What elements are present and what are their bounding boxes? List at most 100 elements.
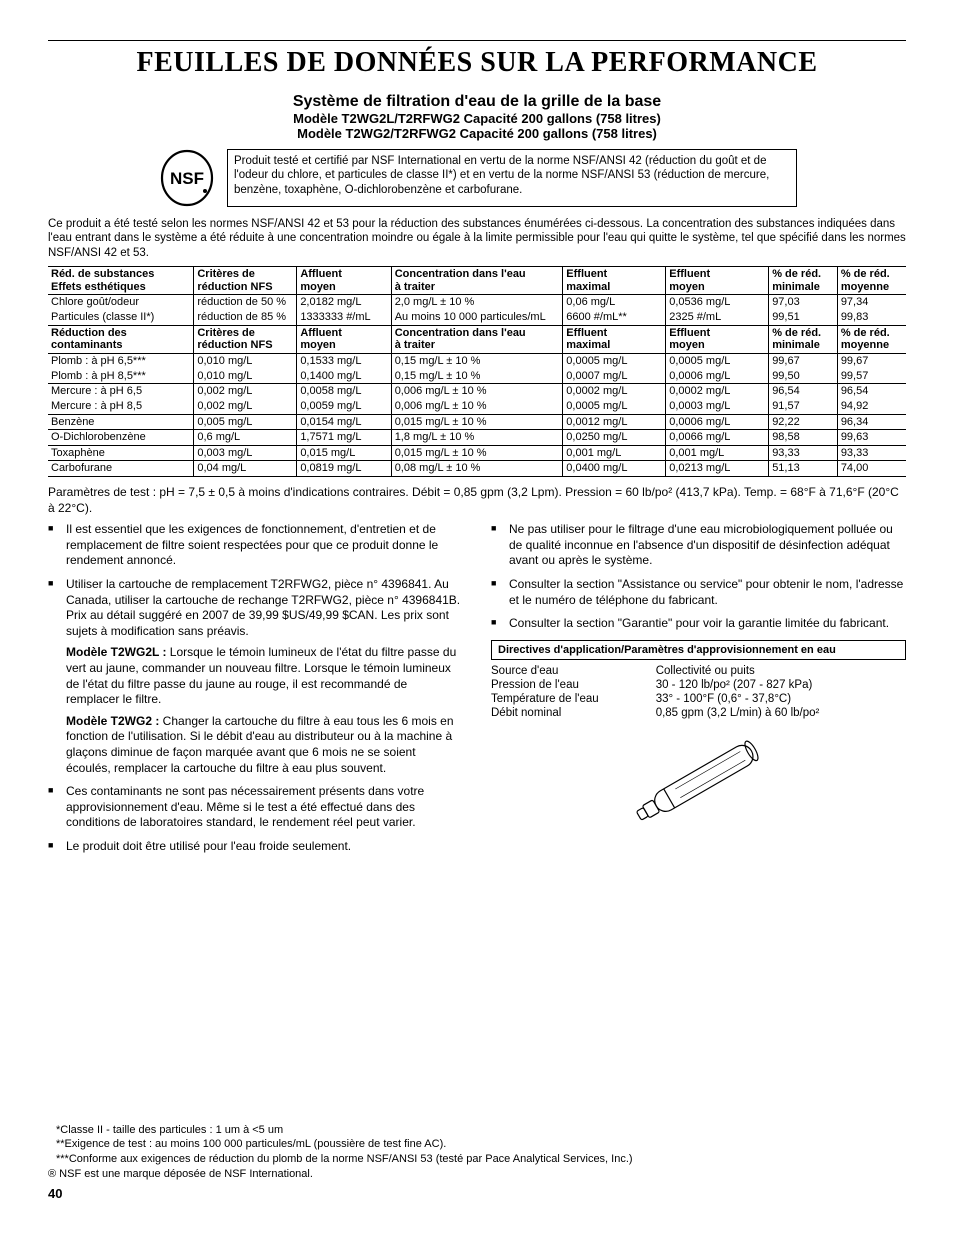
table-cell: 91,57 — [769, 399, 838, 414]
table-cell: 0,010 mg/L — [194, 369, 297, 384]
table-cell: 0,002 mg/L — [194, 399, 297, 414]
table-cell: 0,001 mg/L — [563, 445, 666, 461]
table-cell: 0,0066 mg/L — [666, 430, 769, 446]
table-cell: 99,67 — [769, 353, 838, 368]
subtitle-line2: Modèle T2WG2/T2RFWG2 Capacité 200 gallon… — [48, 126, 906, 141]
table-cell: O-Dichlorobenzène — [48, 430, 194, 446]
table-cell: 0,06 mg/L — [563, 295, 666, 310]
table-cell: 98,58 — [769, 430, 838, 446]
table-cell: 96,54 — [769, 384, 838, 399]
table-cell: 0,08 mg/L ± 10 % — [391, 461, 563, 477]
table-cell: 96,34 — [837, 414, 906, 430]
table-cell: Benzène — [48, 414, 194, 430]
table-cell: 2,0182 mg/L — [297, 295, 391, 310]
table-cell: 0,0213 mg/L — [666, 461, 769, 477]
table-cell: 0,0536 mg/L — [666, 295, 769, 310]
guidelines-title: Directives d'application/Paramètres d'ap… — [491, 640, 906, 660]
table-cell: Carbofurane — [48, 461, 194, 477]
left-column: Il est essentiel que les exigences de fo… — [48, 522, 463, 862]
table-cell: 0,0006 mg/L — [666, 414, 769, 430]
table-cell: réduction de 50 % — [194, 295, 297, 310]
table-cell: 0,015 mg/L ± 10 % — [391, 414, 563, 430]
table-cell: 0,0006 mg/L — [666, 369, 769, 384]
note-warranty: Consulter la section "Garantie" pour voi… — [491, 616, 906, 632]
table-header-cell: Concentration dans l'eauà traiter — [391, 325, 563, 353]
table-cell: 0,0002 mg/L — [666, 384, 769, 399]
table-cell: 97,03 — [769, 295, 838, 310]
supply-source-label: Source d'eau — [491, 664, 656, 678]
table-header-cell: Effluentmoyen — [666, 267, 769, 295]
table-cell: 2325 #/mL — [666, 310, 769, 325]
table-header-cell: % de réd.minimale — [769, 325, 838, 353]
table-cell: 0,0250 mg/L — [563, 430, 666, 446]
right-column: Ne pas utiliser pour le filtrage d'une e… — [491, 522, 906, 862]
performance-table: Réd. de substancesEffets esthétiquesCrit… — [48, 266, 906, 477]
supply-table: Source d'eauCollectivité ou puits Pressi… — [491, 664, 906, 720]
table-header-cell: Critères deréduction NFS — [194, 325, 297, 353]
note-operation: Il est essentiel que les exigences de fo… — [48, 522, 463, 569]
table-cell: 0,0058 mg/L — [297, 384, 391, 399]
notes-columns: Il est essentiel que les exigences de fo… — [48, 522, 906, 862]
table-cell: 0,0154 mg/L — [297, 414, 391, 430]
table-header-cell: % de réd.moyenne — [837, 267, 906, 295]
note-contaminants: Ces contaminants ne sont pas nécessairem… — [48, 784, 463, 831]
note-cold-water: Le produit doit être utilisé pour l'eau … — [48, 839, 463, 855]
table-cell: 92,22 — [769, 414, 838, 430]
table-cell: 1333333 #/mL — [297, 310, 391, 325]
supply-pressure-value: 30 - 120 lb/po² (207 - 827 kPa) — [656, 678, 906, 692]
table-cell: 0,010 mg/L — [194, 353, 297, 368]
table-header-cell: Concentration dans l'eauà traiter — [391, 267, 563, 295]
table-cell: 0,0819 mg/L — [297, 461, 391, 477]
table-cell: Particules (classe II*) — [48, 310, 194, 325]
table-cell: Plomb : à pH 6,5*** — [48, 353, 194, 368]
subtitle-block: Système de filtration d'eau de la grille… — [48, 93, 906, 141]
table-cell: 0,015 mg/L ± 10 % — [391, 445, 563, 461]
table-cell: Toxaphène — [48, 445, 194, 461]
nsf-cert-text: Produit testé et certifié par NSF Intern… — [227, 149, 797, 207]
table-cell: 0,0400 mg/L — [563, 461, 666, 477]
table-cell: 96,54 — [837, 384, 906, 399]
table-cell: 99,57 — [837, 369, 906, 384]
table-header-cell: Critères deréduction NFS — [194, 267, 297, 295]
table-header-cell: Effluentmaximal — [563, 267, 666, 295]
top-rule — [48, 40, 906, 41]
table-header-cell: % de réd.minimale — [769, 267, 838, 295]
table-cell: 2,0 mg/L ± 10 % — [391, 295, 563, 310]
table-cell: 0,002 mg/L — [194, 384, 297, 399]
table-cell: Au moins 10 000 particules/mL — [391, 310, 563, 325]
test-parameters: Paramètres de test : pH = 7,5 ± 0,5 à mo… — [48, 485, 906, 516]
supply-source-value: Collectivité ou puits — [656, 664, 906, 678]
table-cell: 0,15 mg/L ± 10 % — [391, 353, 563, 368]
page-title: FEUILLES DE DONNÉES SUR LA PERFORMANCE — [48, 47, 906, 79]
footnote-4: ® NSF est une marque déposée de NSF Inte… — [48, 1167, 906, 1182]
table-cell: 0,15 mg/L ± 10 % — [391, 369, 563, 384]
table-cell: 1,7571 mg/L — [297, 430, 391, 446]
table-cell: 0,005 mg/L — [194, 414, 297, 430]
table-cell: 0,0003 mg/L — [666, 399, 769, 414]
table-cell: 99,67 — [837, 353, 906, 368]
note-model-t2wg2l: Modèle T2WG2L : Lorsque le témoin lumine… — [66, 645, 463, 707]
table-cell: 0,006 mg/L ± 10 % — [391, 384, 563, 399]
table-cell: 0,1533 mg/L — [297, 353, 391, 368]
table-cell: Mercure : à pH 8,5 — [48, 399, 194, 414]
table-cell: 99,63 — [837, 430, 906, 446]
table-cell: 0,04 mg/L — [194, 461, 297, 477]
note-assistance: Consulter la section "Assistance ou serv… — [491, 577, 906, 608]
table-header-cell: Affluentmoyen — [297, 267, 391, 295]
table-cell: réduction de 85 % — [194, 310, 297, 325]
table-header-cell: Effluentmoyen — [666, 325, 769, 353]
note-cartridge: Utiliser la cartouche de remplacement T2… — [48, 577, 463, 776]
table-cell: 0,006 mg/L ± 10 % — [391, 399, 563, 414]
table-cell: Chlore goût/odeur — [48, 295, 194, 310]
table-cell: 0,001 mg/L — [666, 445, 769, 461]
table-cell: 1,8 mg/L ± 10 % — [391, 430, 563, 446]
supply-flow-value: 0,85 gpm (3,2 L/min) à 60 lb/po² — [656, 706, 906, 720]
table-cell: Plomb : à pH 8,5*** — [48, 369, 194, 384]
table-cell: Mercure : à pH 6,5 — [48, 384, 194, 399]
table-cell: 0,0012 mg/L — [563, 414, 666, 430]
table-header-cell: % de réd.moyenne — [837, 325, 906, 353]
table-cell: 0,015 mg/L — [297, 445, 391, 461]
table-cell: 99,83 — [837, 310, 906, 325]
footnotes: *Classe II - taille des particules : 1 u… — [48, 1123, 906, 1182]
table-cell: 99,50 — [769, 369, 838, 384]
